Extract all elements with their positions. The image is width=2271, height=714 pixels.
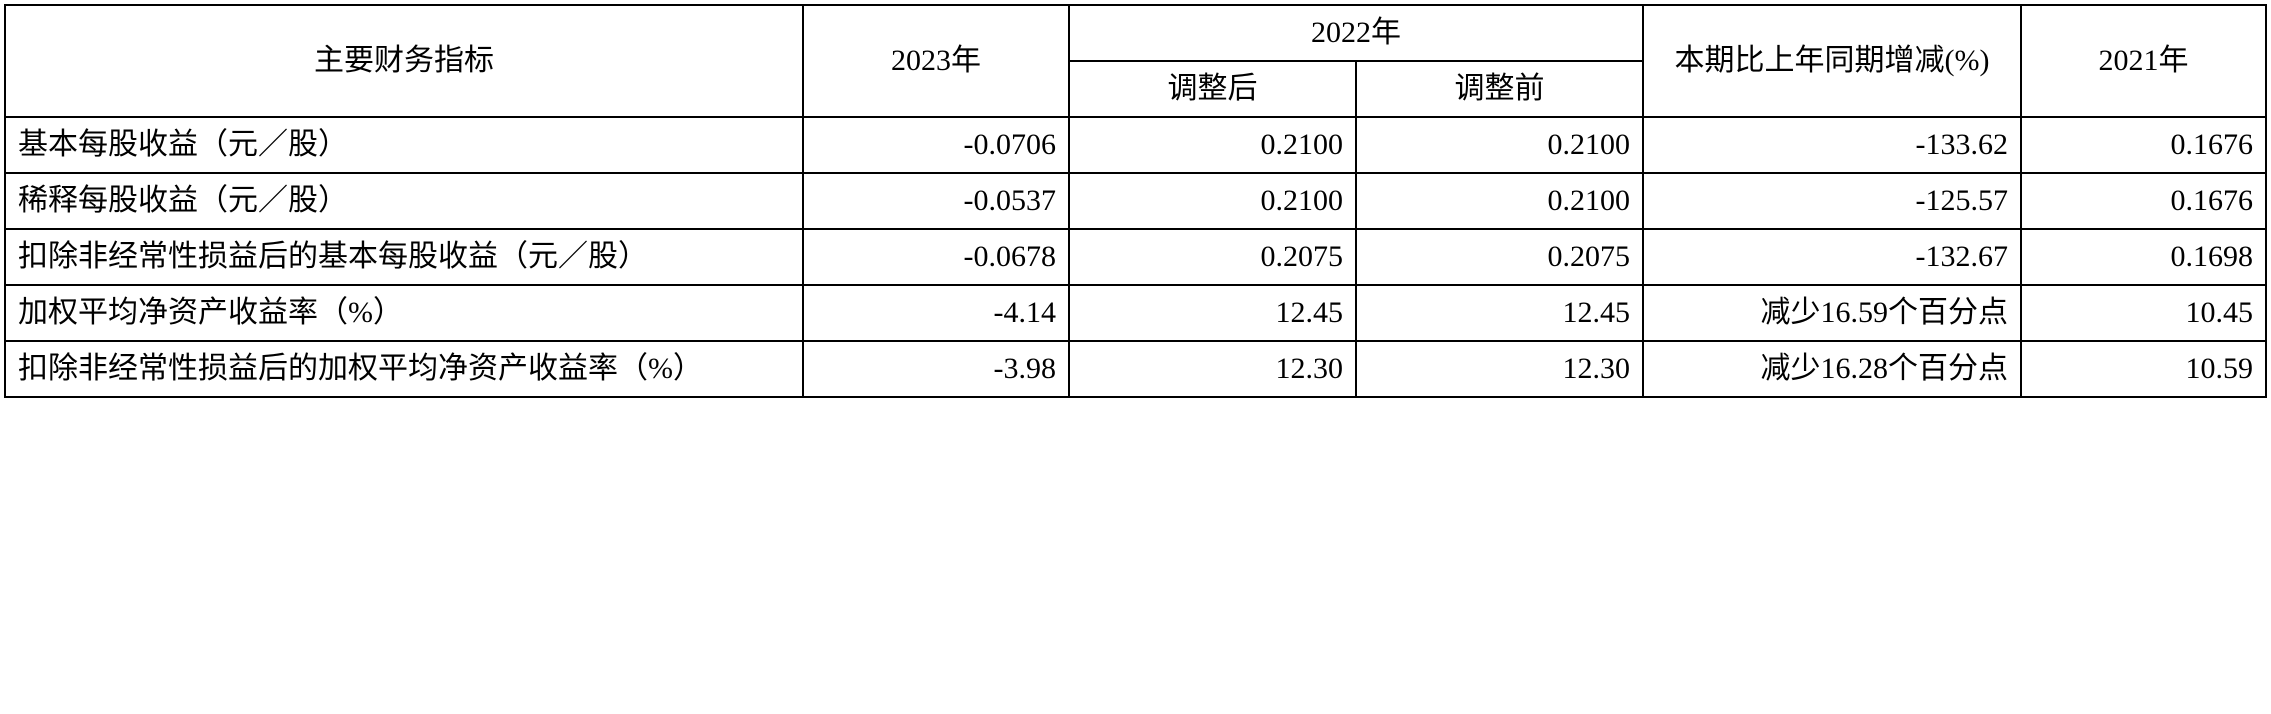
- header-adj-before: 调整前: [1356, 61, 1643, 117]
- cell-metric: 稀释每股收益（元／股）: [5, 173, 803, 229]
- cell-2021: 0.1698: [2021, 229, 2266, 285]
- cell-2023: -4.14: [803, 285, 1069, 341]
- table-row: 基本每股收益（元／股） -0.0706 0.2100 0.2100 -133.6…: [5, 117, 2266, 173]
- header-metric: 主要财务指标: [5, 5, 803, 117]
- cell-adj-after: 0.2075: [1069, 229, 1356, 285]
- cell-metric: 基本每股收益（元／股）: [5, 117, 803, 173]
- header-2021: 2021年: [2021, 5, 2266, 117]
- header-2023: 2023年: [803, 5, 1069, 117]
- cell-change: 减少16.59个百分点: [1643, 285, 2021, 341]
- cell-2023: -0.0537: [803, 173, 1069, 229]
- cell-adj-before: 0.2075: [1356, 229, 1643, 285]
- cell-2021: 10.45: [2021, 285, 2266, 341]
- cell-2021: 0.1676: [2021, 117, 2266, 173]
- header-2022: 2022年: [1069, 5, 1643, 61]
- header-adj-after: 调整后: [1069, 61, 1356, 117]
- cell-adj-after: 12.30: [1069, 341, 1356, 397]
- cell-adj-after: 0.2100: [1069, 117, 1356, 173]
- table-row: 稀释每股收益（元／股） -0.0537 0.2100 0.2100 -125.5…: [5, 173, 2266, 229]
- cell-metric: 扣除非经常性损益后的加权平均净资产收益率（%）: [5, 341, 803, 397]
- cell-change: -132.67: [1643, 229, 2021, 285]
- cell-metric: 扣除非经常性损益后的基本每股收益（元／股）: [5, 229, 803, 285]
- cell-adj-before: 0.2100: [1356, 117, 1643, 173]
- cell-change: -133.62: [1643, 117, 2021, 173]
- header-change: 本期比上年同期增减(%): [1643, 5, 2021, 117]
- cell-2023: -3.98: [803, 341, 1069, 397]
- cell-change: -125.57: [1643, 173, 2021, 229]
- cell-adj-before: 12.30: [1356, 341, 1643, 397]
- table-row: 扣除非经常性损益后的加权平均净资产收益率（%） -3.98 12.30 12.3…: [5, 341, 2266, 397]
- table-row: 扣除非经常性损益后的基本每股收益（元／股） -0.0678 0.2075 0.2…: [5, 229, 2266, 285]
- cell-change: 减少16.28个百分点: [1643, 341, 2021, 397]
- table-header-row-1: 主要财务指标 2023年 2022年 本期比上年同期增减(%) 2021年: [5, 5, 2266, 61]
- cell-2023: -0.0678: [803, 229, 1069, 285]
- financial-metrics-table: 主要财务指标 2023年 2022年 本期比上年同期增减(%) 2021年 调整…: [4, 4, 2267, 398]
- cell-2023: -0.0706: [803, 117, 1069, 173]
- cell-adj-after: 0.2100: [1069, 173, 1356, 229]
- cell-2021: 10.59: [2021, 341, 2266, 397]
- table-row: 加权平均净资产收益率（%） -4.14 12.45 12.45 减少16.59个…: [5, 285, 2266, 341]
- cell-adj-before: 12.45: [1356, 285, 1643, 341]
- cell-adj-before: 0.2100: [1356, 173, 1643, 229]
- cell-metric: 加权平均净资产收益率（%）: [5, 285, 803, 341]
- cell-2021: 0.1676: [2021, 173, 2266, 229]
- cell-adj-after: 12.45: [1069, 285, 1356, 341]
